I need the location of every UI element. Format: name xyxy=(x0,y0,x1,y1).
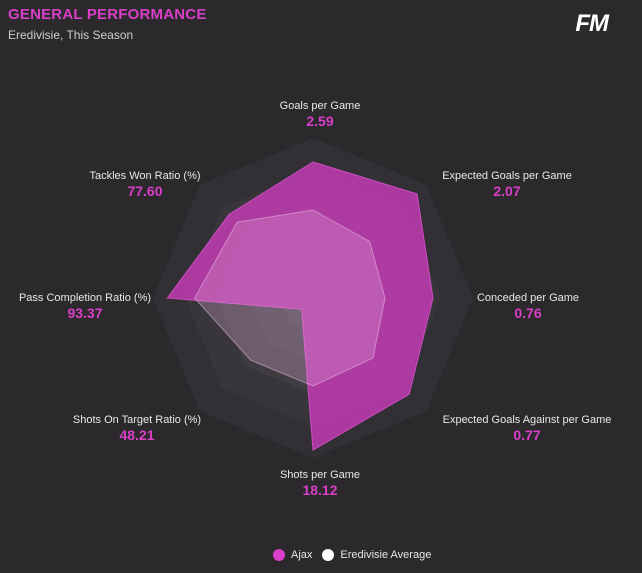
axis-label-0: Goals per Game 2.59 xyxy=(210,100,430,129)
axis-label-7: Tackles Won Ratio (%) 77.60 xyxy=(35,170,255,199)
axis-value: 93.37 xyxy=(0,305,195,321)
axis-label-1: Expected Goals per Game 2.07 xyxy=(397,170,617,199)
axis-label-5: Shots On Target Ratio (%) 48.21 xyxy=(27,414,247,443)
axis-value: 77.60 xyxy=(35,183,255,199)
legend-swatch-average xyxy=(322,549,334,561)
axis-name: Conceded per Game xyxy=(418,292,638,305)
axis-label-3: Expected Goals Against per Game 0.77 xyxy=(417,414,637,443)
axis-label-2: Conceded per Game 0.76 xyxy=(418,292,638,321)
axis-name: Shots On Target Ratio (%) xyxy=(27,414,247,427)
axis-value: 48.21 xyxy=(27,427,247,443)
axis-value: 2.07 xyxy=(397,183,617,199)
axis-name: Shots per Game xyxy=(210,469,430,482)
axis-name: Pass Completion Ratio (%) xyxy=(0,292,195,305)
axis-name: Goals per Game xyxy=(210,100,430,113)
axis-value: 18.12 xyxy=(210,482,430,498)
axis-name: Expected Goals Against per Game xyxy=(417,414,637,427)
legend-label-average: Eredivisie Average xyxy=(340,549,431,561)
axis-name: Tackles Won Ratio (%) xyxy=(35,170,255,183)
legend-swatch-ajax xyxy=(273,549,285,561)
axis-label-6: Pass Completion Ratio (%) 93.37 xyxy=(0,292,195,321)
chart-legend: Ajax Eredivisie Average xyxy=(273,549,441,561)
axis-value: 0.77 xyxy=(417,427,637,443)
axis-value: 2.59 xyxy=(210,113,430,129)
legend-item-ajax[interactable]: Ajax xyxy=(273,549,312,561)
axis-label-4: Shots per Game 18.12 xyxy=(210,469,430,498)
axis-name: Expected Goals per Game xyxy=(397,170,617,183)
legend-label-ajax: Ajax xyxy=(291,549,312,561)
axis-value: 0.76 xyxy=(418,305,638,321)
legend-item-average[interactable]: Eredivisie Average xyxy=(322,549,431,561)
